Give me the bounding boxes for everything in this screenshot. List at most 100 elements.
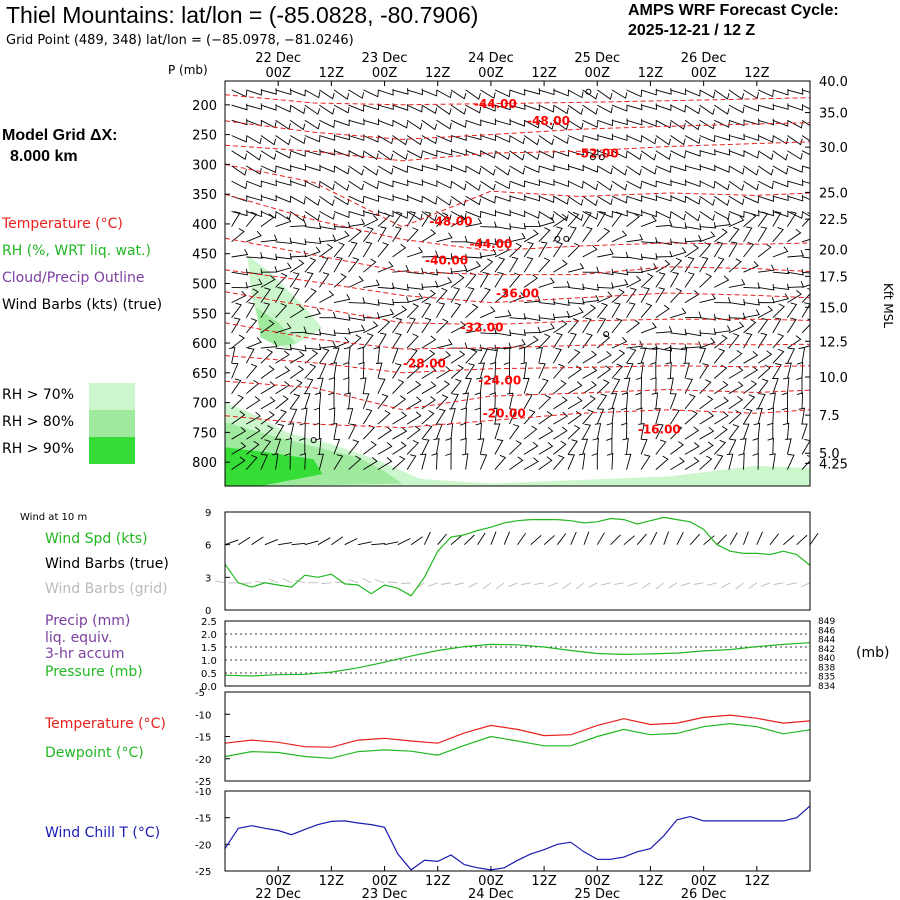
wind-barb xyxy=(772,150,788,161)
wind-barb xyxy=(769,392,776,409)
surface-wind-barb-grid xyxy=(441,582,452,585)
wind-barb xyxy=(362,393,370,410)
wind-barb xyxy=(392,379,405,395)
wind-barb xyxy=(465,272,477,288)
surface-wind-barb-grid xyxy=(800,582,811,588)
wind-barb xyxy=(275,88,292,96)
wind-barb xyxy=(304,164,321,172)
wind-barb xyxy=(494,454,507,470)
wind-barb xyxy=(796,392,804,409)
wind-barb xyxy=(728,104,745,114)
wind-barb xyxy=(450,165,467,173)
surface-wind-barb-grid xyxy=(520,582,531,586)
wind-barb xyxy=(406,364,420,379)
wind-barb xyxy=(436,232,453,243)
wind-barb xyxy=(363,150,379,161)
wind-barb xyxy=(275,303,288,319)
surface-wind-barb-grid xyxy=(215,580,226,584)
wind-barb xyxy=(772,317,782,334)
wind-barb xyxy=(392,165,409,173)
wind-barb xyxy=(231,334,245,349)
temp-contour-label: -44.00 xyxy=(474,97,517,111)
forecast-cycle-value: 2025-12-21 / 12 Z xyxy=(628,22,756,39)
surface-wind-barb-grid xyxy=(348,579,359,584)
wind-barb xyxy=(480,306,496,319)
wind-barb xyxy=(494,195,511,202)
wind-barb xyxy=(450,378,462,394)
wind-barb xyxy=(611,118,628,126)
wind-barb xyxy=(245,363,258,379)
wind-barb xyxy=(655,104,672,111)
temp-contour-label: -28.00 xyxy=(403,356,446,370)
wind-barb xyxy=(567,104,584,116)
wind-barb xyxy=(460,407,467,425)
wind-barb xyxy=(567,332,577,349)
temperature-line xyxy=(224,714,811,748)
calm-wind-circle xyxy=(554,235,561,242)
wind-barb xyxy=(757,378,769,394)
surface-wind-barb-grid xyxy=(786,582,797,586)
wind-barb xyxy=(772,267,790,275)
wind-barb xyxy=(377,457,393,470)
wind-barb xyxy=(635,377,643,394)
wind-barb xyxy=(333,150,350,157)
wind-barb xyxy=(436,287,448,303)
wind-barb xyxy=(289,163,307,171)
wind-barb xyxy=(728,350,743,364)
wind-barb xyxy=(743,394,756,410)
wind-barb xyxy=(450,274,465,288)
wind-barb xyxy=(392,211,403,227)
wind-barb xyxy=(480,180,496,191)
wind-barb xyxy=(343,377,350,394)
wind-barb xyxy=(406,119,423,130)
wind-barb xyxy=(421,396,436,410)
wind-barb xyxy=(567,307,584,319)
wind-barb xyxy=(597,227,611,243)
wind-barb xyxy=(772,226,784,243)
wind-barb xyxy=(772,303,785,319)
surface-wind-barb xyxy=(317,537,331,546)
rh-90-label: RH > 90% xyxy=(2,441,75,457)
wind-barb xyxy=(304,237,322,244)
wind-barb xyxy=(786,347,795,364)
wind-barb xyxy=(246,150,262,161)
wind-barb xyxy=(650,377,657,394)
wind-barb xyxy=(684,256,695,273)
wind-barb xyxy=(538,378,549,394)
wind-barb xyxy=(611,336,628,349)
wind-barb xyxy=(626,266,644,273)
wind-barb xyxy=(260,275,276,288)
surface-wind-barb xyxy=(331,536,344,546)
wind-barb xyxy=(245,288,259,303)
wind-barb xyxy=(740,438,747,455)
surface-wind-barb-grid xyxy=(468,582,478,588)
wind-barb xyxy=(392,88,409,95)
wind-barb xyxy=(479,454,488,470)
wind-barb xyxy=(636,407,643,425)
wind-barb xyxy=(478,362,485,379)
wind-barb xyxy=(362,424,376,440)
wind-barb xyxy=(319,243,334,258)
wind-barb xyxy=(480,195,496,204)
surface-wind-barb xyxy=(610,534,621,546)
wind-barb xyxy=(304,104,321,115)
wind-barb xyxy=(684,150,701,157)
wind-barb xyxy=(319,311,337,319)
wind-barb xyxy=(489,377,496,394)
wind-barb xyxy=(538,195,555,203)
wind-barb xyxy=(446,422,454,440)
wind-barb xyxy=(406,317,416,334)
wind-barb xyxy=(421,211,438,222)
wind-barb xyxy=(626,348,637,364)
wind-barb xyxy=(640,150,657,161)
wind-barb xyxy=(494,89,511,98)
wind-barb xyxy=(407,267,424,275)
wind-barb xyxy=(728,424,740,440)
wind-barb xyxy=(728,241,738,258)
wind-barb xyxy=(509,222,526,230)
wind-barb xyxy=(489,392,496,409)
wind-barb xyxy=(362,226,374,243)
page-title: Thiel Mountains: lat/lon = (-85.0828, -8… xyxy=(6,2,479,28)
wind-barb xyxy=(523,104,540,111)
precip-tick-label: 1.5 xyxy=(201,643,217,654)
